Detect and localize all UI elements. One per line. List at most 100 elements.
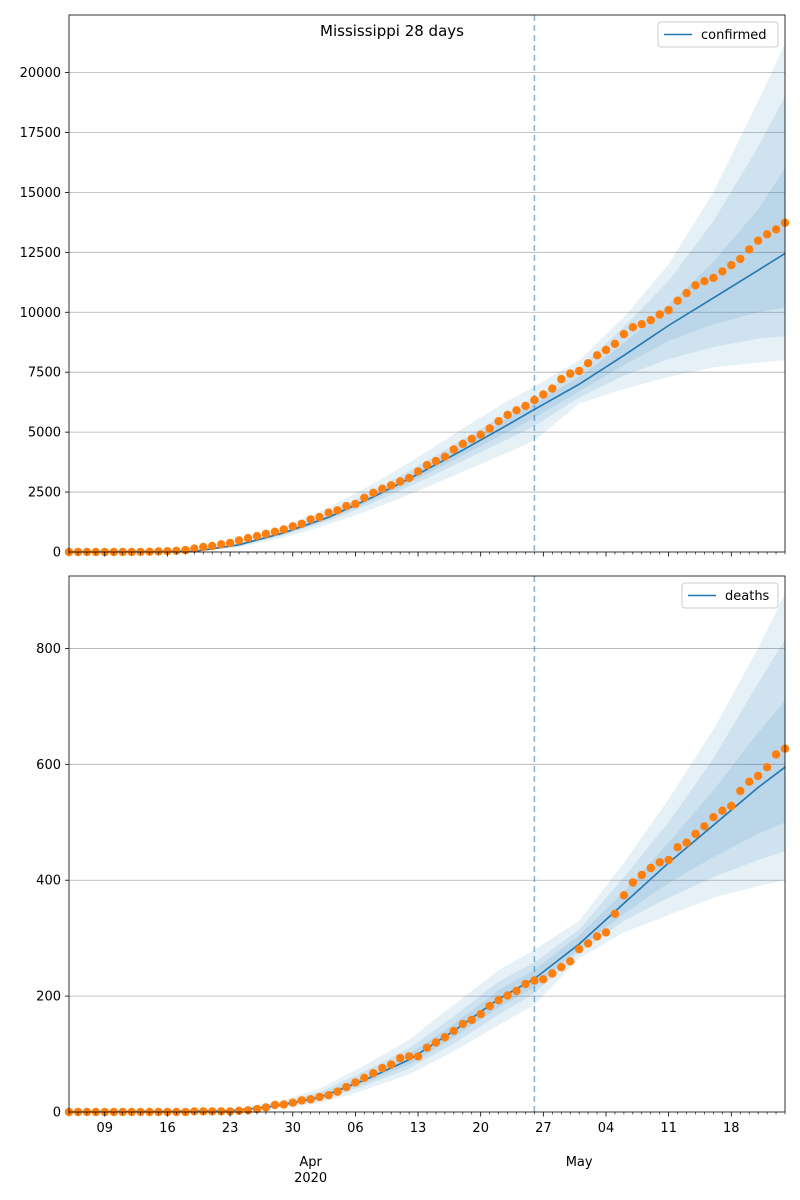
data-point [557, 962, 566, 972]
y-tick-label: 800 [36, 642, 61, 657]
legend-label: deaths [725, 589, 770, 604]
data-point [727, 801, 736, 811]
data-point [655, 310, 664, 319]
data-point [297, 1096, 306, 1105]
data-point [664, 855, 673, 865]
data-point [190, 1107, 199, 1116]
data-point [261, 1103, 271, 1112]
data-point [592, 351, 602, 360]
data-point [422, 1043, 432, 1052]
data-point [521, 401, 530, 411]
data-point [512, 406, 521, 415]
data-point [592, 932, 602, 941]
x-tick-label: 27 [535, 1121, 552, 1136]
chart-title: Mississippi 28 days [320, 22, 464, 40]
data-point [476, 1009, 485, 1019]
data-point [422, 460, 432, 470]
data-point [324, 1091, 333, 1100]
data-point [431, 1038, 441, 1047]
y-tick-label: 200 [36, 990, 61, 1005]
data-point [440, 1033, 450, 1042]
data-point [718, 806, 727, 815]
x-tick-label: 11 [660, 1121, 677, 1136]
data-point [637, 870, 646, 880]
data-point [539, 975, 548, 984]
y-tick-label: 0 [53, 1106, 61, 1121]
data-point [449, 445, 458, 454]
data-point [575, 366, 584, 376]
x-tick-label: 13 [410, 1121, 427, 1136]
data-point [190, 544, 199, 553]
x-tick-label: 20 [472, 1121, 489, 1136]
data-point [458, 439, 467, 448]
uncertainty-band-outer [69, 593, 785, 1112]
data-point [252, 1104, 262, 1114]
data-point [163, 547, 172, 556]
data-point [234, 1106, 244, 1116]
y-tick-label: 2500 [28, 486, 61, 501]
x-tick-label: 18 [723, 1121, 740, 1136]
data-point [628, 323, 638, 332]
x-month-label: Apr [299, 1155, 322, 1170]
data-point [404, 1052, 414, 1061]
data-point [297, 519, 306, 528]
data-point [610, 909, 620, 918]
data-point [691, 829, 700, 839]
data-point [378, 484, 387, 493]
data-point [548, 384, 557, 393]
data-point [637, 320, 646, 329]
data-point [431, 456, 441, 466]
data-point [243, 1106, 253, 1115]
data-point [342, 501, 351, 511]
data-point [762, 230, 772, 239]
data-point [154, 547, 163, 556]
data-point [691, 281, 700, 290]
data-point [628, 878, 638, 887]
data-point [771, 225, 781, 234]
data-point [521, 979, 530, 989]
data-point [225, 538, 235, 548]
data-point [709, 273, 718, 283]
data-point [243, 533, 253, 543]
data-point [396, 477, 405, 486]
data-point [700, 822, 709, 831]
data-point [279, 1100, 288, 1109]
confirmed-panel: 0 2500 5000 7500 10000 12500 15000 17500 20000 Mi… [20, 14, 790, 561]
y-tick-label: 0 [53, 546, 61, 561]
legend-box [657, 21, 779, 48]
data-point [306, 1095, 315, 1104]
data-point [315, 1092, 324, 1102]
x-tick-label: 06 [347, 1121, 364, 1136]
data-point [351, 1078, 360, 1087]
data-point [279, 525, 288, 534]
data-point [413, 1052, 423, 1061]
data-point [709, 812, 718, 822]
data-point [387, 1060, 396, 1069]
x-tick-label: 04 [598, 1121, 615, 1136]
data-point [682, 838, 691, 847]
data-point [270, 1100, 280, 1110]
data-point [333, 506, 342, 515]
series-line-confirmed [68, 252, 786, 553]
legend: deaths [681, 582, 779, 609]
data-point [512, 986, 521, 996]
data-point [351, 499, 360, 509]
x-month-label: May [566, 1155, 593, 1170]
data-point [566, 957, 575, 966]
data-point [485, 1001, 494, 1011]
data-point [583, 939, 593, 948]
data-point [270, 527, 280, 536]
data-point [682, 288, 691, 298]
x-tick-label: 30 [284, 1121, 301, 1136]
x-year-label: 2020 [294, 1171, 327, 1186]
data-point [234, 536, 244, 545]
data-point [333, 1087, 342, 1096]
data-point [360, 493, 369, 502]
data-point [494, 996, 503, 1005]
data-point [753, 236, 763, 245]
data-point [172, 546, 181, 555]
y-tick-label: 17500 [20, 126, 61, 141]
data-point [530, 395, 539, 405]
data-point [736, 254, 745, 264]
